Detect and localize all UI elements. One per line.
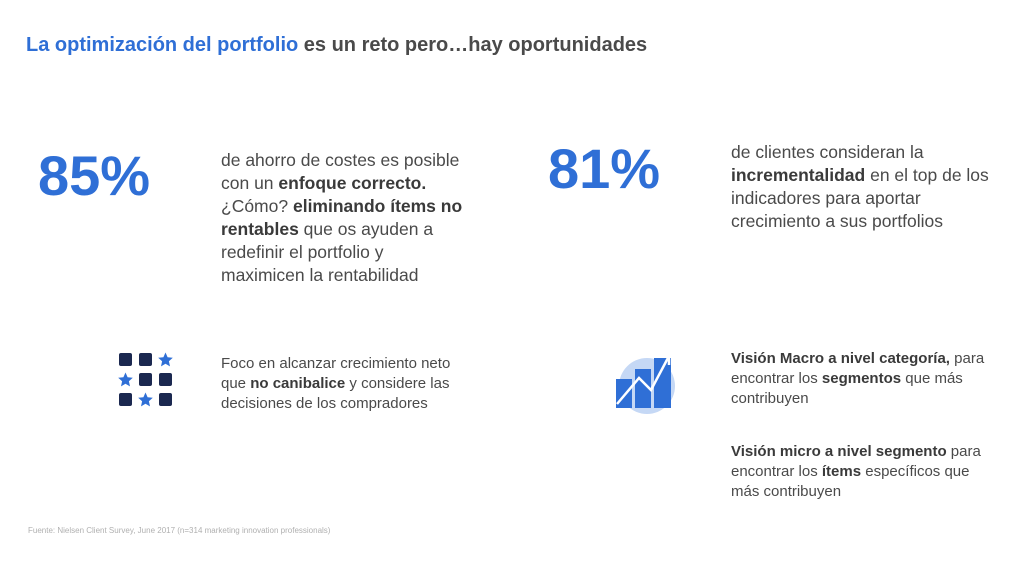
right-stat-value: 81% bbox=[548, 137, 661, 200]
left-stat-b2: eliminando ítems no rentables bbox=[221, 196, 463, 239]
right-feature1-b2: segmentos bbox=[821, 370, 902, 387]
left-stat-p2: ¿Cómo? bbox=[221, 196, 293, 216]
right-feature2-b1: Visión micro a nivel segmento bbox=[731, 443, 947, 460]
left-stat-value: 85% bbox=[38, 144, 151, 207]
right-stat-text: de clientes consideran la incrementalida… bbox=[731, 141, 993, 233]
left-feature-text: Foco en alcanzar crecimiento neto que no… bbox=[221, 354, 466, 414]
left-feature-p2: y considere las decisiones de los compra… bbox=[221, 375, 450, 412]
page-title: La optimización del portfolio es un reto… bbox=[26, 34, 647, 57]
left-feature-b1: no canibalice bbox=[250, 375, 346, 392]
right-feature2-p1: para encontrar los bbox=[731, 443, 981, 480]
squares-stars-grid-icon bbox=[117, 351, 175, 414]
right-feature1-b1: Visión Macro a nivel categoría, bbox=[731, 350, 950, 367]
right-feature1-p2: que más contribuyen bbox=[731, 370, 963, 407]
left-feature-p1: Foco en alcanzar crecimiento neto que bbox=[221, 355, 451, 392]
right-feature1-p1: para encontrar los bbox=[731, 350, 985, 387]
left-stat-p3: que os ayuden a redefinir el portfolio y… bbox=[221, 219, 434, 285]
right-feature-micro: Visión micro a nivel segmento para encon… bbox=[731, 442, 993, 502]
right-stat-b1: incrementalidad bbox=[731, 165, 866, 185]
right-feature2-p2: específicos que más contribuyen bbox=[731, 463, 970, 500]
title-rest: es un reto pero…hay oportunidades bbox=[303, 34, 648, 56]
right-stat-p2: en el top de los indicadores para aporta… bbox=[731, 165, 989, 231]
source-footnote: Fuente: Nielsen Client Survey, June 2017… bbox=[28, 526, 331, 535]
right-feature2-b2: ítems bbox=[821, 463, 862, 480]
right-feature-macro: Visión Macro a nivel categoría, para enc… bbox=[731, 349, 993, 409]
left-stat-text: de ahorro de costes es posible con un en… bbox=[221, 149, 466, 287]
title-highlight: La optimización del portfolio bbox=[26, 34, 299, 56]
left-stat-p1: de ahorro de costes es posible con un bbox=[221, 150, 460, 193]
growth-chart-icon bbox=[611, 350, 677, 421]
left-stat-b1: enfoque correcto. bbox=[278, 173, 427, 193]
right-stat-p1: de clientes consideran la bbox=[731, 142, 924, 162]
